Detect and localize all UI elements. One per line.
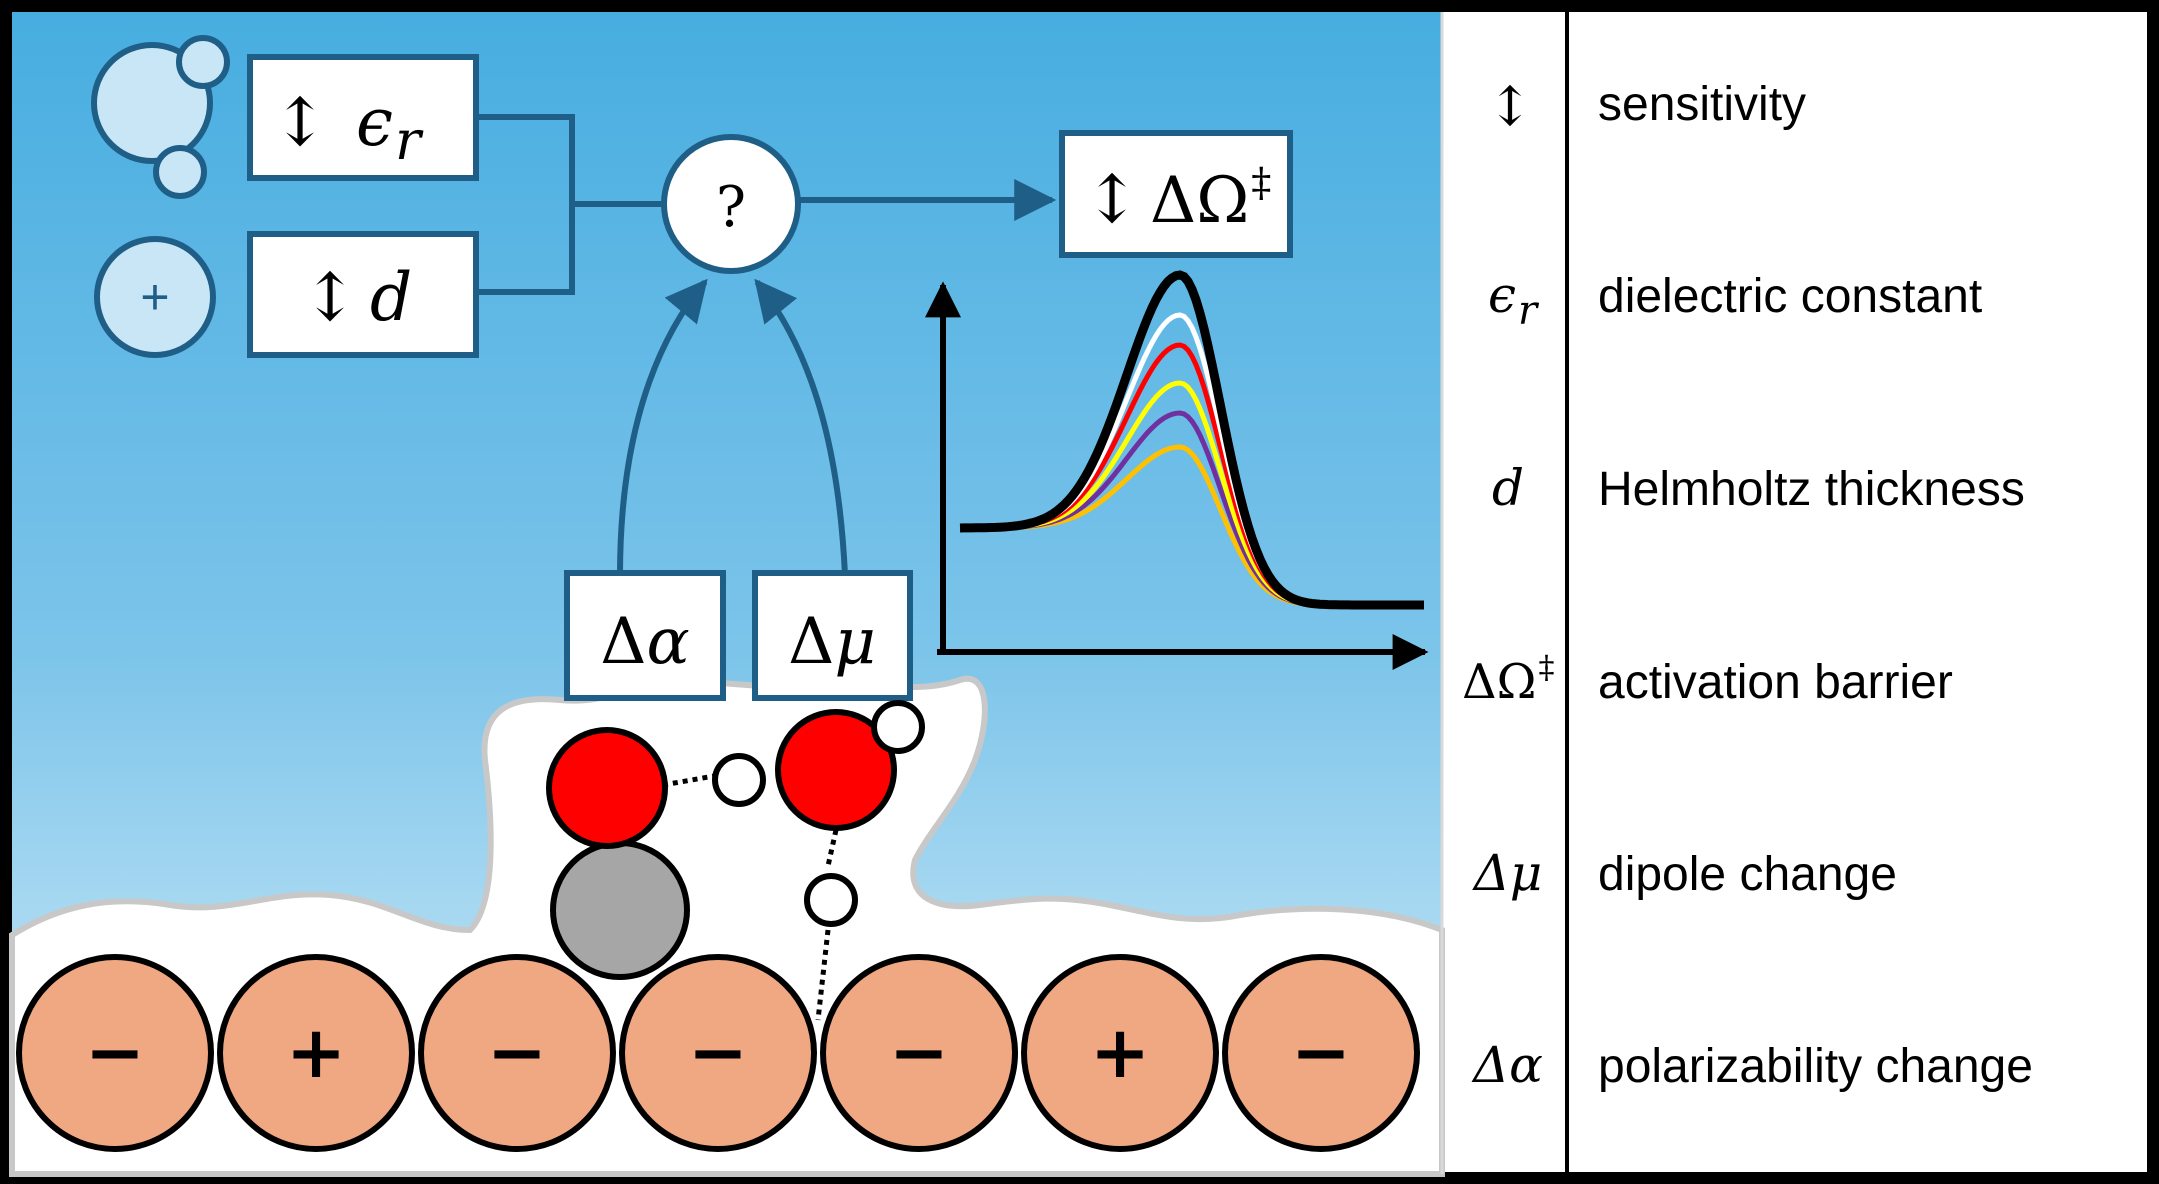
delta-omega-label: ΔΩ‡ bbox=[1150, 160, 1271, 238]
alpha-arrow bbox=[617, 278, 708, 576]
electrode-charge-label: + bbox=[286, 1009, 346, 1094]
electrode-atom bbox=[619, 954, 817, 1152]
adsorbate-cluster bbox=[546, 700, 925, 1021]
delta-alpha-label: Δα bbox=[600, 605, 689, 679]
electrode-atom bbox=[1222, 954, 1420, 1152]
delta-omega-box bbox=[1059, 130, 1293, 258]
diagram-panel: ↕ ϵr + ↕ d ? ↕ ΔΩ‡ Δα bbox=[9, 12, 1445, 1177]
legend-label-dielectric: dielectric constant bbox=[1598, 270, 1982, 323]
legend-panel: ↕ sensitivity ϵr dielectric constant d H… bbox=[1440, 12, 2033, 1174]
carbon-atom bbox=[550, 840, 690, 980]
legend-label-sensitivity: sensitivity bbox=[1598, 78, 1806, 131]
legend-label-activation: activation barrier bbox=[1598, 656, 1953, 709]
water-molecule-icon bbox=[91, 35, 230, 199]
legend-symbol-activation: ΔΩ‡ bbox=[1462, 648, 1554, 710]
electrode-atom bbox=[418, 954, 616, 1152]
electrode-atom bbox=[1021, 954, 1219, 1152]
hydrogen-atom-1 bbox=[712, 753, 766, 807]
legend-symbol-dielectric: ϵr bbox=[1488, 266, 1540, 334]
junction-node bbox=[661, 134, 801, 274]
electrode-charge-label: − bbox=[688, 1009, 748, 1094]
electrode-charge-label: − bbox=[85, 1009, 145, 1094]
hbond-2 bbox=[825, 829, 839, 867]
electrode-atom bbox=[16, 954, 214, 1152]
legend-symbol-sensitivity: ↕ bbox=[1487, 75, 1532, 138]
hydrogen-atom-3 bbox=[804, 873, 858, 927]
input-bracket bbox=[476, 114, 668, 295]
electrode-charge-label: − bbox=[487, 1009, 547, 1094]
epsilon-r-arrow: ↕ bbox=[272, 84, 327, 161]
epsilon-r-label: ϵr bbox=[356, 84, 424, 172]
electrode-atom bbox=[217, 954, 415, 1152]
energy-curve-0 bbox=[959, 270, 1424, 610]
d-box bbox=[247, 231, 479, 358]
electrode-surface: − + − − − + − bbox=[16, 954, 1420, 1152]
legend-label-dipole: dipole change bbox=[1598, 848, 1897, 901]
legend-label-polarizability: polarizability change bbox=[1598, 1040, 2033, 1093]
d-label: d bbox=[370, 259, 412, 336]
energy-profile bbox=[925, 270, 1429, 670]
oxygen-atom-1 bbox=[546, 727, 668, 849]
legend-symbol-polarizability: Δα bbox=[1471, 1036, 1543, 1094]
delta-omega-arrow: ↕ bbox=[1084, 161, 1139, 238]
legend-symbol-helmholtz: d bbox=[1492, 459, 1524, 517]
delta-alpha-box bbox=[564, 570, 726, 701]
legend-label-helmholtz: Helmholtz thickness bbox=[1598, 463, 2025, 516]
delta-mu-box bbox=[752, 570, 913, 701]
hydrogen-atom-2 bbox=[871, 700, 925, 754]
mu-arrow bbox=[754, 278, 848, 576]
legend-symbol-dipole: Δμ bbox=[1472, 844, 1543, 902]
junction-label: ? bbox=[716, 175, 746, 240]
electrode-charge-label: − bbox=[1291, 1009, 1351, 1094]
electrode-charge-label: + bbox=[1090, 1009, 1150, 1094]
oxygen-atom-2 bbox=[775, 709, 897, 831]
electrode-charge-label: − bbox=[889, 1009, 949, 1094]
d-arrow: ↕ bbox=[302, 259, 357, 336]
delta-mu-label: Δμ bbox=[788, 605, 876, 679]
cation-icon: + bbox=[94, 236, 216, 358]
cation-sign: + bbox=[140, 269, 169, 325]
electrode-atom bbox=[820, 954, 1018, 1152]
